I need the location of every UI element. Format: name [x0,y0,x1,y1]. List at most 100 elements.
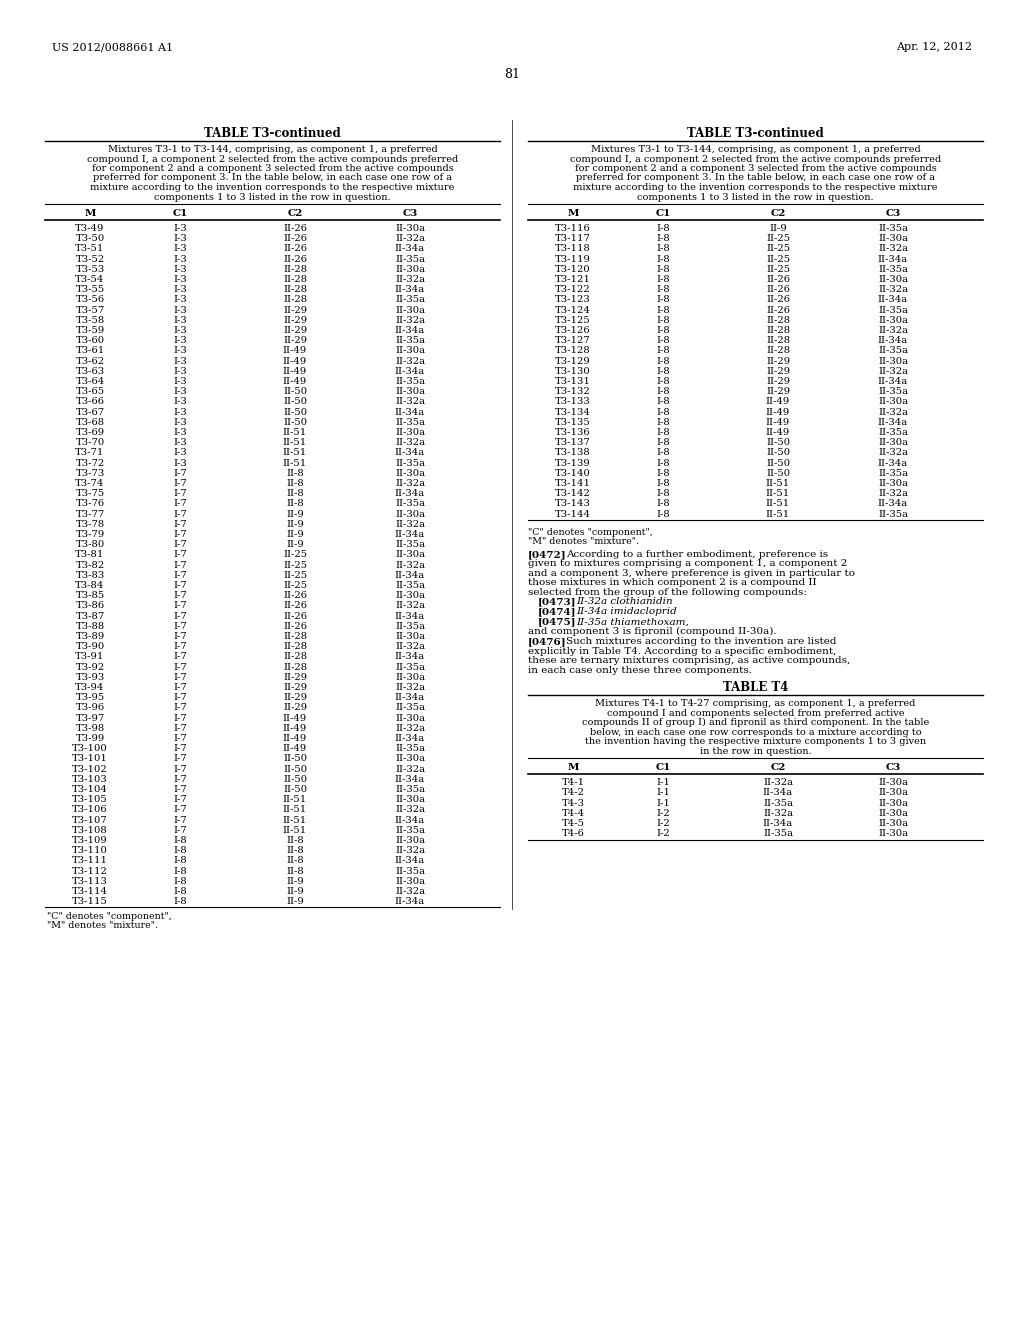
Text: I-3: I-3 [173,408,186,417]
Text: II-51: II-51 [766,490,791,498]
Text: T3-75: T3-75 [76,490,104,498]
Text: in the row in question.: in the row in question. [699,747,811,756]
Text: II-50: II-50 [766,469,791,478]
Text: mixture according to the invention corresponds to the respective mixture: mixture according to the invention corre… [90,183,455,191]
Text: compound I, a component 2 selected from the active compounds preferred: compound I, a component 2 selected from … [87,154,458,164]
Text: II-34a: II-34a [395,408,425,417]
Text: II-32a: II-32a [395,479,425,488]
Text: II-29: II-29 [283,306,307,314]
Text: II-34a: II-34a [878,296,908,305]
Text: II-30a: II-30a [395,591,425,601]
Text: II-35a: II-35a [395,418,425,426]
Text: II-9: II-9 [286,510,304,519]
Text: II-26: II-26 [283,622,307,631]
Text: II-8: II-8 [286,479,304,488]
Text: T3-125: T3-125 [555,315,591,325]
Text: T3-114: T3-114 [72,887,108,896]
Text: II-8: II-8 [286,490,304,498]
Text: T3-70: T3-70 [76,438,104,447]
Text: II-32a: II-32a [878,490,908,498]
Text: I-3: I-3 [173,306,186,314]
Text: [0472]: [0472] [528,550,566,558]
Text: [0474]: [0474] [538,607,577,616]
Text: T3-59: T3-59 [76,326,104,335]
Text: II-51: II-51 [283,805,307,814]
Text: I-7: I-7 [173,723,186,733]
Text: II-30a: II-30a [878,829,908,838]
Text: T4-1: T4-1 [561,779,585,787]
Text: T3-106: T3-106 [72,805,108,814]
Text: T4-6: T4-6 [561,829,585,838]
Text: I-3: I-3 [173,296,186,305]
Text: compounds II of group I) and fipronil as third component. In the table: compounds II of group I) and fipronil as… [582,718,929,727]
Text: II-32a: II-32a [395,602,425,610]
Text: II-35a: II-35a [878,428,908,437]
Text: the invention having the respective mixture components 1 to 3 given: the invention having the respective mixt… [585,738,926,746]
Text: T3-71: T3-71 [76,449,104,458]
Text: I-2: I-2 [656,829,670,838]
Text: T3-137: T3-137 [555,438,591,447]
Text: T3-67: T3-67 [76,408,104,417]
Text: T3-117: T3-117 [555,234,591,243]
Text: II-51: II-51 [283,449,307,458]
Text: [0475]: [0475] [538,618,577,626]
Text: II-28: II-28 [283,663,307,672]
Text: T3-139: T3-139 [555,458,591,467]
Text: II-35a: II-35a [878,224,908,234]
Text: components 1 to 3 listed in the row in question.: components 1 to 3 listed in the row in q… [637,193,873,202]
Text: II-34a: II-34a [395,531,425,539]
Text: II-35a thiamethoxam,: II-35a thiamethoxam, [575,618,689,626]
Text: I-3: I-3 [173,378,186,385]
Text: II-29: II-29 [283,326,307,335]
Text: T3-102: T3-102 [72,764,108,774]
Text: T3-72: T3-72 [76,458,104,467]
Text: II-49: II-49 [283,714,307,722]
Text: I-8: I-8 [656,378,670,385]
Text: T3-96: T3-96 [76,704,104,713]
Text: II-30a: II-30a [395,265,425,273]
Text: T3-134: T3-134 [555,408,591,417]
Text: II-30a: II-30a [395,469,425,478]
Text: II-35a: II-35a [395,826,425,834]
Text: T3-115: T3-115 [72,898,108,907]
Text: II-30a: II-30a [395,306,425,314]
Text: II-26: II-26 [766,275,790,284]
Text: II-34a: II-34a [395,367,425,376]
Text: T3-89: T3-89 [76,632,104,642]
Text: T3-82: T3-82 [76,561,104,570]
Text: II-35a: II-35a [395,296,425,305]
Text: II-9: II-9 [286,531,304,539]
Text: I-7: I-7 [173,531,186,539]
Text: T3-93: T3-93 [76,673,104,682]
Text: components 1 to 3 listed in the row in question.: components 1 to 3 listed in the row in q… [155,193,391,202]
Text: I-7: I-7 [173,663,186,672]
Text: I-8: I-8 [656,315,670,325]
Text: US 2012/0088661 A1: US 2012/0088661 A1 [52,42,173,51]
Text: I-7: I-7 [173,826,186,834]
Text: T3-94: T3-94 [76,682,104,692]
Text: I-7: I-7 [173,520,186,529]
Text: I-2: I-2 [656,809,670,818]
Text: II-49: II-49 [766,408,791,417]
Text: T3-136: T3-136 [555,428,591,437]
Text: II-32a: II-32a [395,275,425,284]
Text: Mixtures T4-1 to T4-27 comprising, as component 1, a preferred: Mixtures T4-1 to T4-27 comprising, as co… [595,700,915,709]
Text: I-7: I-7 [173,693,186,702]
Text: T3-129: T3-129 [555,356,591,366]
Text: II-30a: II-30a [878,234,908,243]
Text: I-7: I-7 [173,714,186,722]
Text: C2: C2 [288,209,303,218]
Text: II-26: II-26 [283,611,307,620]
Text: T3-74: T3-74 [76,479,104,488]
Text: II-50: II-50 [766,438,791,447]
Text: I-7: I-7 [173,570,186,579]
Text: T3-92: T3-92 [76,663,104,672]
Text: T3-143: T3-143 [555,499,591,508]
Text: II-32a: II-32a [395,887,425,896]
Text: II-25: II-25 [283,581,307,590]
Text: T3-64: T3-64 [76,378,104,385]
Text: II-34a: II-34a [878,458,908,467]
Text: Apr. 12, 2012: Apr. 12, 2012 [896,42,972,51]
Text: Mixtures T3-1 to T3-144, comprising, as component 1, a preferred: Mixtures T3-1 to T3-144, comprising, as … [108,145,437,154]
Text: II-49: II-49 [766,428,791,437]
